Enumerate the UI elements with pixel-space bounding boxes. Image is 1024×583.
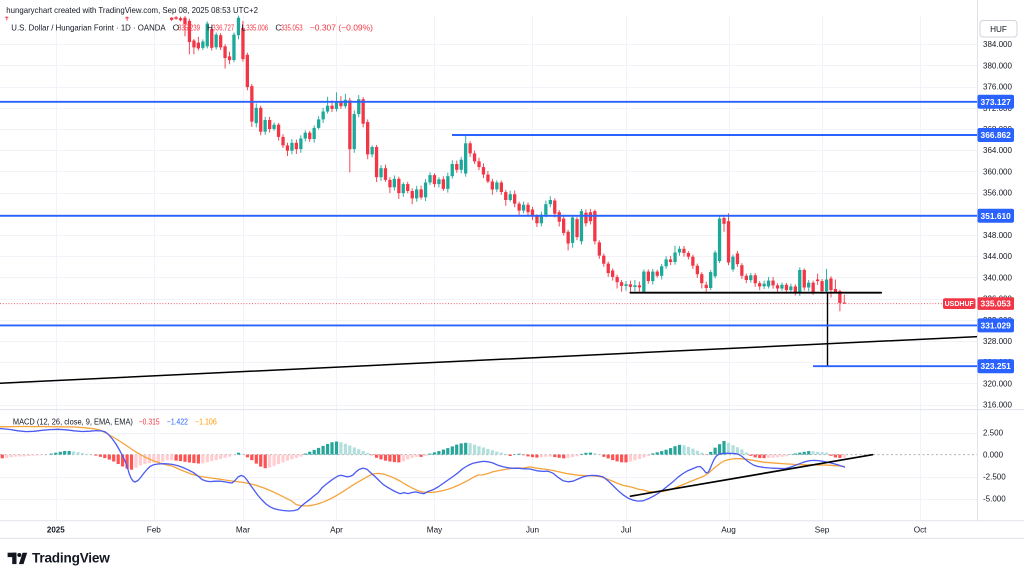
svg-text:2025: 2025 (47, 526, 65, 535)
svg-text:335.053: 335.053 (981, 299, 1012, 309)
svg-text:376.000: 376.000 (983, 83, 1012, 92)
svg-text:U.S. Dollar / Hungarian Forint: U.S. Dollar / Hungarian Forint · 1D · OA… (11, 22, 166, 32)
svg-text:328.000: 328.000 (983, 337, 1012, 346)
svg-text:366.862: 366.862 (981, 130, 1012, 140)
svg-text:−0.315: −0.315 (139, 418, 161, 427)
svg-text:364.000: 364.000 (983, 146, 1012, 155)
svg-text:Feb: Feb (147, 526, 162, 535)
svg-text:-5.000: -5.000 (983, 495, 1006, 504)
svg-text:335.053: 335.053 (281, 22, 303, 32)
svg-text:Aug: Aug (721, 526, 736, 535)
svg-text:356.000: 356.000 (983, 189, 1012, 198)
svg-text:-2.500: -2.500 (983, 473, 1006, 482)
svg-text:344.000: 344.000 (983, 252, 1012, 261)
svg-text:2.500: 2.500 (983, 429, 1004, 438)
svg-text:−0.307 (−0.09%): −0.307 (−0.09%) (310, 22, 373, 32)
svg-text:340.000: 340.000 (983, 273, 1012, 282)
svg-text:323.251: 323.251 (981, 361, 1012, 371)
svg-text:−1.422: −1.422 (167, 418, 188, 427)
svg-text:USDHUF: USDHUF (945, 301, 975, 308)
svg-text:Apr: Apr (330, 526, 343, 535)
svg-text:Sep: Sep (815, 526, 830, 535)
svg-text:Jul: Jul (621, 526, 632, 535)
svg-text:351.610: 351.610 (981, 211, 1012, 221)
svg-text:335.006: 335.006 (246, 22, 268, 32)
svg-text:Jun: Jun (526, 526, 540, 535)
svg-text:320.000: 320.000 (983, 379, 1012, 388)
svg-text:331.029: 331.029 (981, 320, 1012, 330)
svg-text:TradingView: TradingView (32, 551, 110, 566)
svg-text:0.000: 0.000 (983, 451, 1004, 460)
svg-text:HUF: HUF (990, 25, 1007, 34)
svg-text:336.727: 336.727 (212, 22, 234, 32)
svg-text:Mar: Mar (236, 526, 250, 535)
svg-text:May: May (427, 526, 443, 535)
svg-text:hungarychart created with Trad: hungarychart created with TradingView.co… (6, 6, 258, 15)
svg-text:360.000: 360.000 (983, 167, 1012, 176)
svg-text:Oct: Oct (914, 526, 927, 535)
svg-text:MACD (12, 26, close, 9, EMA, E: MACD (12, 26, close, 9, EMA, EMA) (13, 418, 133, 427)
svg-text:348.000: 348.000 (983, 231, 1012, 240)
svg-text:373.127: 373.127 (981, 97, 1012, 107)
svg-text:384.000: 384.000 (983, 40, 1012, 49)
svg-text:−1.106: −1.106 (195, 418, 217, 427)
svg-text:335.239: 335.239 (178, 22, 200, 32)
svg-text:316.000: 316.000 (983, 401, 1012, 410)
svg-text:380.000: 380.000 (983, 61, 1012, 70)
